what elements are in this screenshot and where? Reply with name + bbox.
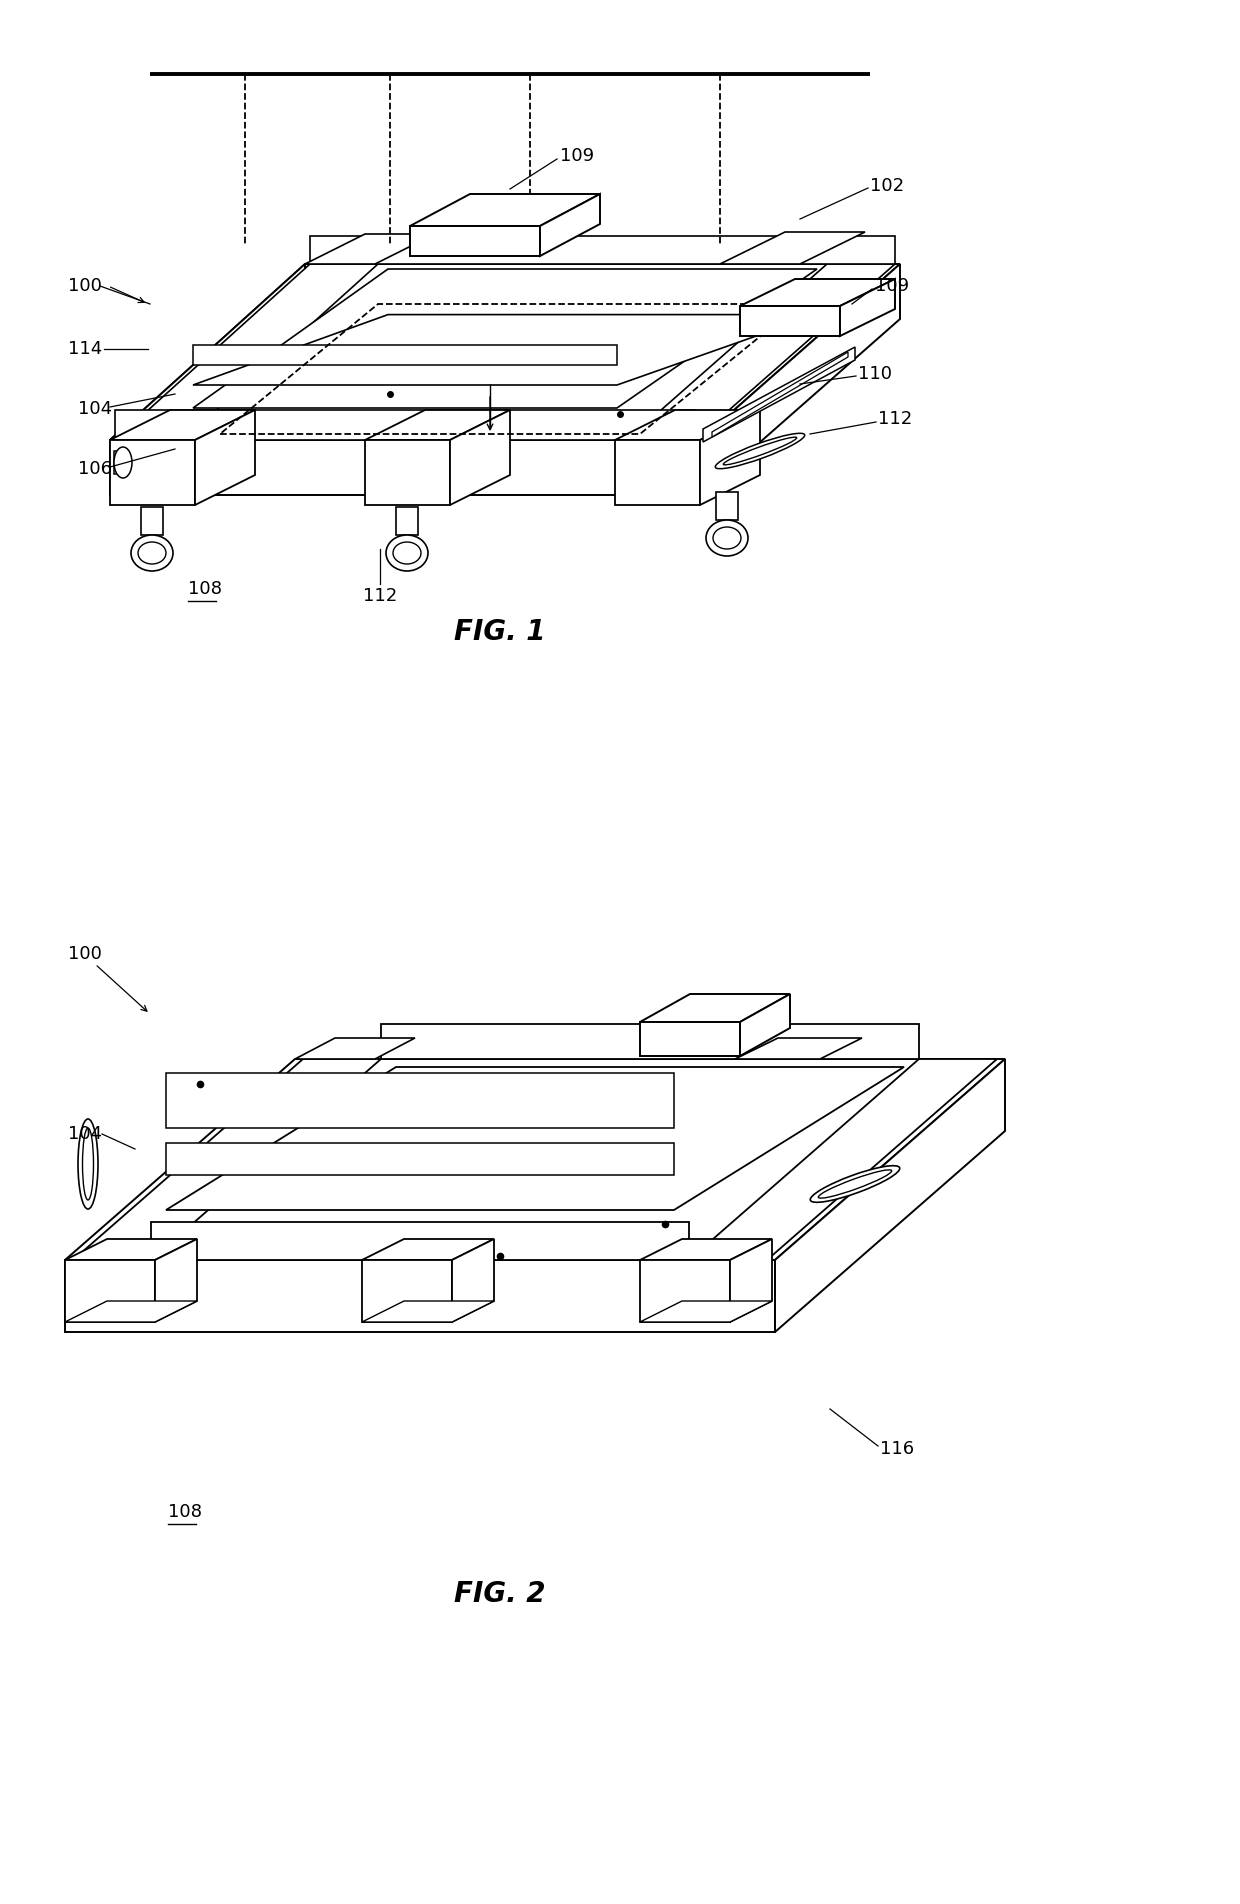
Polygon shape: [295, 1038, 415, 1059]
Ellipse shape: [723, 438, 796, 465]
Polygon shape: [410, 227, 539, 255]
Polygon shape: [640, 1300, 773, 1321]
Polygon shape: [151, 1222, 689, 1260]
Text: 112: 112: [878, 409, 913, 428]
Polygon shape: [64, 1059, 1004, 1260]
Polygon shape: [193, 314, 817, 385]
Polygon shape: [615, 409, 760, 440]
Text: FIG. 2: FIG. 2: [454, 1580, 546, 1609]
Polygon shape: [640, 1240, 773, 1260]
Ellipse shape: [386, 535, 428, 571]
Polygon shape: [195, 409, 255, 505]
Polygon shape: [410, 194, 600, 227]
Polygon shape: [740, 994, 790, 1057]
Polygon shape: [310, 236, 895, 265]
Polygon shape: [640, 994, 790, 1022]
Ellipse shape: [114, 447, 131, 478]
Polygon shape: [110, 440, 701, 495]
Ellipse shape: [78, 1120, 98, 1209]
Polygon shape: [453, 1240, 494, 1321]
Text: FIG. 1: FIG. 1: [454, 619, 546, 645]
Polygon shape: [740, 307, 839, 335]
Polygon shape: [64, 1240, 197, 1260]
Text: 108: 108: [188, 581, 222, 598]
Polygon shape: [839, 280, 895, 335]
Ellipse shape: [131, 535, 174, 571]
Ellipse shape: [713, 527, 742, 548]
Polygon shape: [627, 265, 895, 440]
Polygon shape: [115, 265, 378, 440]
Polygon shape: [775, 1059, 1004, 1333]
Polygon shape: [362, 1300, 494, 1321]
Polygon shape: [615, 440, 701, 505]
Text: 104: 104: [68, 1125, 102, 1142]
Polygon shape: [114, 451, 122, 474]
Polygon shape: [396, 506, 418, 535]
Polygon shape: [715, 491, 738, 520]
Polygon shape: [73, 1059, 381, 1260]
Polygon shape: [155, 1240, 197, 1321]
Text: 109: 109: [560, 147, 594, 166]
Ellipse shape: [706, 520, 748, 556]
Polygon shape: [110, 409, 255, 440]
Polygon shape: [703, 347, 856, 442]
Text: 110: 110: [858, 366, 892, 383]
Polygon shape: [110, 265, 305, 495]
Polygon shape: [64, 1260, 775, 1333]
Ellipse shape: [83, 1127, 93, 1200]
Polygon shape: [720, 232, 866, 265]
Polygon shape: [166, 1074, 675, 1127]
Polygon shape: [712, 352, 848, 438]
Text: 100: 100: [68, 276, 102, 295]
Polygon shape: [193, 268, 817, 407]
Polygon shape: [740, 280, 895, 307]
Text: 109: 109: [875, 276, 909, 295]
Polygon shape: [110, 440, 195, 505]
Polygon shape: [640, 1260, 730, 1321]
Ellipse shape: [393, 543, 422, 564]
Polygon shape: [141, 506, 162, 535]
Polygon shape: [362, 1260, 453, 1321]
Text: 114: 114: [68, 341, 102, 358]
Text: 108: 108: [167, 1502, 202, 1521]
Polygon shape: [450, 409, 510, 505]
Text: 100: 100: [68, 944, 102, 963]
Polygon shape: [701, 409, 760, 505]
Polygon shape: [115, 409, 694, 440]
Text: 104: 104: [78, 400, 112, 419]
Polygon shape: [365, 440, 450, 505]
Text: 116: 116: [880, 1439, 914, 1458]
Polygon shape: [166, 1142, 675, 1175]
Polygon shape: [365, 409, 510, 440]
Polygon shape: [193, 345, 618, 366]
Polygon shape: [381, 1024, 919, 1059]
Polygon shape: [64, 1260, 155, 1321]
Polygon shape: [735, 1038, 862, 1059]
Ellipse shape: [818, 1169, 892, 1198]
Polygon shape: [166, 1066, 904, 1211]
Ellipse shape: [810, 1165, 900, 1201]
Polygon shape: [64, 1300, 197, 1321]
Polygon shape: [110, 265, 900, 440]
Polygon shape: [539, 194, 600, 255]
Polygon shape: [730, 1240, 773, 1321]
Polygon shape: [305, 234, 435, 265]
Text: 112: 112: [363, 586, 397, 605]
Polygon shape: [362, 1240, 494, 1260]
Polygon shape: [640, 1022, 740, 1057]
Ellipse shape: [138, 543, 166, 564]
Polygon shape: [701, 265, 900, 495]
Text: 102: 102: [870, 177, 904, 194]
Polygon shape: [689, 1059, 997, 1260]
Ellipse shape: [715, 434, 805, 468]
Text: 106: 106: [78, 461, 112, 478]
